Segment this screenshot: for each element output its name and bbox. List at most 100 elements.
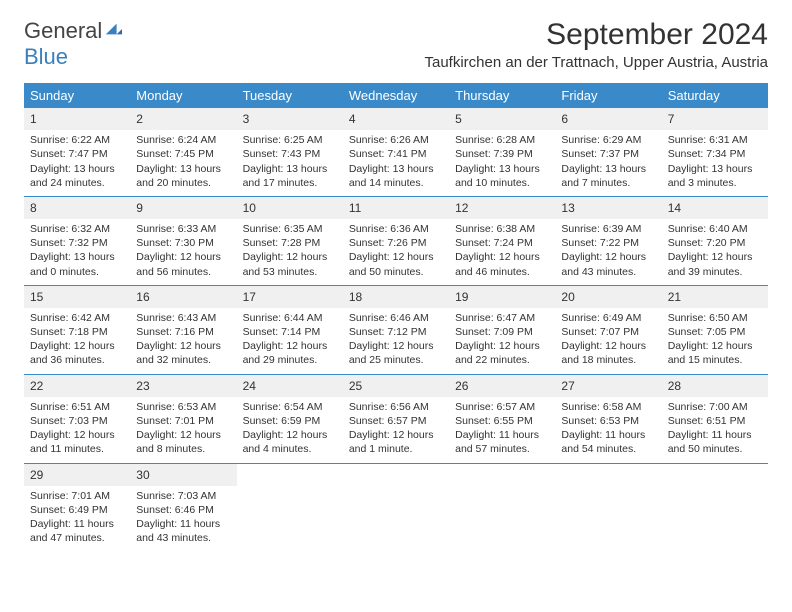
day-number: 7 — [662, 108, 768, 130]
daylight-text-2: and 56 minutes. — [136, 265, 230, 279]
weekday-header: Tuesday — [237, 83, 343, 108]
logo-text-2: Blue — [24, 44, 68, 69]
daylight-text-2: and 22 minutes. — [455, 353, 549, 367]
sunset-text: Sunset: 6:59 PM — [243, 414, 337, 428]
sunrise-text: Sunrise: 6:56 AM — [349, 400, 443, 414]
month-title: September 2024 — [424, 18, 768, 52]
day-number: 4 — [343, 108, 449, 130]
daylight-text-2: and 29 minutes. — [243, 353, 337, 367]
sunrise-text: Sunrise: 6:43 AM — [136, 311, 230, 325]
daylight-text-1: Daylight: 12 hours — [349, 428, 443, 442]
sunset-text: Sunset: 7:24 PM — [455, 236, 549, 250]
daylight-text-2: and 10 minutes. — [455, 176, 549, 190]
daylight-text-2: and 46 minutes. — [455, 265, 549, 279]
sunset-text: Sunset: 6:57 PM — [349, 414, 443, 428]
sunrise-text: Sunrise: 6:54 AM — [243, 400, 337, 414]
day-number: 25 — [343, 375, 449, 397]
sunset-text: Sunset: 7:22 PM — [561, 236, 655, 250]
daylight-text-2: and 15 minutes. — [668, 353, 762, 367]
daylight-text-1: Daylight: 12 hours — [349, 339, 443, 353]
daylight-text-2: and 18 minutes. — [561, 353, 655, 367]
calendar-week: 29Sunrise: 7:01 AMSunset: 6:49 PMDayligh… — [24, 464, 768, 552]
day-details: Sunrise: 6:26 AMSunset: 7:41 PMDaylight:… — [343, 130, 449, 196]
day-number: 6 — [555, 108, 661, 130]
daylight-text-2: and 14 minutes. — [349, 176, 443, 190]
calendar-day — [662, 464, 768, 552]
calendar-day — [449, 464, 555, 552]
day-details: Sunrise: 6:47 AMSunset: 7:09 PMDaylight:… — [449, 308, 555, 374]
sunrise-text: Sunrise: 6:47 AM — [455, 311, 549, 325]
daylight-text-2: and 3 minutes. — [668, 176, 762, 190]
day-number: 24 — [237, 375, 343, 397]
sunset-text: Sunset: 7:32 PM — [30, 236, 124, 250]
sunrise-text: Sunrise: 6:50 AM — [668, 311, 762, 325]
daylight-text-1: Daylight: 13 hours — [136, 162, 230, 176]
calendar-day — [237, 464, 343, 552]
daylight-text-2: and 4 minutes. — [243, 442, 337, 456]
weekday-header: Thursday — [449, 83, 555, 108]
sunrise-text: Sunrise: 6:35 AM — [243, 222, 337, 236]
daylight-text-1: Daylight: 12 hours — [243, 250, 337, 264]
daylight-text-1: Daylight: 13 hours — [243, 162, 337, 176]
calendar-body: 1Sunrise: 6:22 AMSunset: 7:47 PMDaylight… — [24, 108, 768, 551]
day-number: 1 — [24, 108, 130, 130]
calendar-day: 20Sunrise: 6:49 AMSunset: 7:07 PMDayligh… — [555, 286, 661, 374]
sunrise-text: Sunrise: 7:03 AM — [136, 489, 230, 503]
daylight-text-1: Daylight: 11 hours — [30, 517, 124, 531]
sunset-text: Sunset: 7:30 PM — [136, 236, 230, 250]
day-details: Sunrise: 6:42 AMSunset: 7:18 PMDaylight:… — [24, 308, 130, 374]
daylight-text-1: Daylight: 11 hours — [136, 517, 230, 531]
sunset-text: Sunset: 7:34 PM — [668, 147, 762, 161]
daylight-text-1: Daylight: 12 hours — [136, 428, 230, 442]
location-text: Taufkirchen an der Trattnach, Upper Aust… — [424, 54, 768, 71]
day-details: Sunrise: 6:43 AMSunset: 7:16 PMDaylight:… — [130, 308, 236, 374]
daylight-text-2: and 20 minutes. — [136, 176, 230, 190]
daylight-text-1: Daylight: 11 hours — [561, 428, 655, 442]
page-header: General Blue September 2024 Taufkirchen … — [24, 18, 768, 79]
daylight-text-2: and 57 minutes. — [455, 442, 549, 456]
day-details: Sunrise: 6:39 AMSunset: 7:22 PMDaylight:… — [555, 219, 661, 285]
day-details: Sunrise: 6:32 AMSunset: 7:32 PMDaylight:… — [24, 219, 130, 285]
weekday-header: Saturday — [662, 83, 768, 108]
sunset-text: Sunset: 7:43 PM — [243, 147, 337, 161]
day-details: Sunrise: 6:58 AMSunset: 6:53 PMDaylight:… — [555, 397, 661, 463]
calendar-day: 23Sunrise: 6:53 AMSunset: 7:01 PMDayligh… — [130, 375, 236, 463]
sunrise-text: Sunrise: 7:01 AM — [30, 489, 124, 503]
calendar-day: 27Sunrise: 6:58 AMSunset: 6:53 PMDayligh… — [555, 375, 661, 463]
calendar-day: 26Sunrise: 6:57 AMSunset: 6:55 PMDayligh… — [449, 375, 555, 463]
day-number: 29 — [24, 464, 130, 486]
calendar-day: 2Sunrise: 6:24 AMSunset: 7:45 PMDaylight… — [130, 108, 236, 196]
daylight-text-1: Daylight: 13 hours — [668, 162, 762, 176]
calendar-day: 6Sunrise: 6:29 AMSunset: 7:37 PMDaylight… — [555, 108, 661, 196]
calendar-week: 22Sunrise: 6:51 AMSunset: 7:03 PMDayligh… — [24, 375, 768, 464]
day-details: Sunrise: 6:51 AMSunset: 7:03 PMDaylight:… — [24, 397, 130, 463]
day-number: 21 — [662, 286, 768, 308]
sunset-text: Sunset: 7:09 PM — [455, 325, 549, 339]
daylight-text-2: and 7 minutes. — [561, 176, 655, 190]
day-details: Sunrise: 7:00 AMSunset: 6:51 PMDaylight:… — [662, 397, 768, 463]
day-number: 22 — [24, 375, 130, 397]
calendar-week: 8Sunrise: 6:32 AMSunset: 7:32 PMDaylight… — [24, 197, 768, 286]
day-details: Sunrise: 6:38 AMSunset: 7:24 PMDaylight:… — [449, 219, 555, 285]
daylight-text-1: Daylight: 12 hours — [243, 428, 337, 442]
sunset-text: Sunset: 6:46 PM — [136, 503, 230, 517]
sunset-text: Sunset: 7:45 PM — [136, 147, 230, 161]
daylight-text-1: Daylight: 12 hours — [30, 428, 124, 442]
calendar-day — [555, 464, 661, 552]
sunset-text: Sunset: 7:14 PM — [243, 325, 337, 339]
day-number: 11 — [343, 197, 449, 219]
daylight-text-2: and 43 minutes. — [136, 531, 230, 545]
sunrise-text: Sunrise: 6:24 AM — [136, 133, 230, 147]
day-details: Sunrise: 6:56 AMSunset: 6:57 PMDaylight:… — [343, 397, 449, 463]
sunrise-text: Sunrise: 6:46 AM — [349, 311, 443, 325]
calendar-day: 19Sunrise: 6:47 AMSunset: 7:09 PMDayligh… — [449, 286, 555, 374]
sunset-text: Sunset: 6:51 PM — [668, 414, 762, 428]
sunset-text: Sunset: 7:18 PM — [30, 325, 124, 339]
daylight-text-2: and 39 minutes. — [668, 265, 762, 279]
sunrise-text: Sunrise: 6:51 AM — [30, 400, 124, 414]
sunset-text: Sunset: 7:47 PM — [30, 147, 124, 161]
sunrise-text: Sunrise: 6:53 AM — [136, 400, 230, 414]
sunrise-text: Sunrise: 6:44 AM — [243, 311, 337, 325]
calendar-day: 3Sunrise: 6:25 AMSunset: 7:43 PMDaylight… — [237, 108, 343, 196]
day-details: Sunrise: 6:57 AMSunset: 6:55 PMDaylight:… — [449, 397, 555, 463]
